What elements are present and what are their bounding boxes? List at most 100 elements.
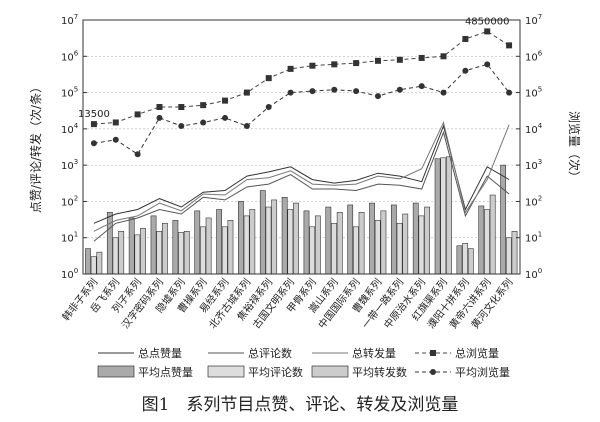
bar-6-0 bbox=[96, 251, 103, 275]
y-tick-label-left: 103 bbox=[61, 158, 78, 172]
point-7-6 bbox=[222, 114, 229, 121]
point-3-18 bbox=[484, 28, 491, 35]
bar-4-13 bbox=[369, 202, 375, 275]
y-tick-label-left: 105 bbox=[61, 86, 78, 100]
axes bbox=[82, 19, 521, 275]
bar-6-17 bbox=[467, 248, 474, 275]
bar-4-9 bbox=[281, 196, 288, 275]
category-label: 韩非子系列 bbox=[59, 276, 100, 323]
bar-5-8 bbox=[265, 206, 272, 275]
figure-caption: 图1 系列节目点赞、评论、转发及浏览量 bbox=[142, 395, 459, 415]
point-3-12 bbox=[353, 60, 360, 67]
bar-6-5 bbox=[205, 217, 212, 275]
y-tick-label-left: 104 bbox=[61, 122, 79, 136]
point-3-1 bbox=[112, 119, 119, 126]
point-3-9 bbox=[287, 65, 294, 72]
point-3-5 bbox=[200, 102, 207, 109]
legend-label: 总转发量 bbox=[352, 346, 396, 360]
series-line-1 bbox=[93, 130, 510, 242]
point-3-11 bbox=[331, 61, 338, 68]
point-3-10 bbox=[309, 62, 316, 69]
legend-label: 平均转发数 bbox=[352, 365, 407, 379]
bar-5-13 bbox=[374, 220, 381, 275]
y-tick-label-right: 103 bbox=[525, 158, 542, 172]
bar-5-14 bbox=[396, 222, 403, 275]
bar-6-13 bbox=[380, 210, 387, 275]
bar-6-8 bbox=[271, 199, 278, 275]
legend-marker bbox=[430, 369, 436, 375]
bar-6-12 bbox=[358, 212, 365, 275]
series-line-0 bbox=[93, 124, 510, 224]
point-3-14 bbox=[396, 56, 403, 63]
point-7-11 bbox=[331, 86, 338, 93]
y-tick-label-left: 107 bbox=[61, 13, 78, 27]
point-3-4 bbox=[178, 104, 185, 111]
bar-4-15 bbox=[412, 202, 419, 275]
bar-5-1 bbox=[112, 237, 119, 275]
y-tick-label-left: 102 bbox=[61, 194, 78, 208]
value-annotation: 13500 bbox=[78, 109, 110, 120]
point-3-7 bbox=[243, 89, 250, 96]
bar-6-9 bbox=[293, 202, 299, 275]
y-tick-label-right: 107 bbox=[525, 13, 542, 27]
point-7-18 bbox=[484, 61, 491, 68]
grid bbox=[83, 55, 520, 239]
point-7-2 bbox=[134, 151, 141, 158]
bar-6-2 bbox=[140, 228, 146, 275]
bar-5-15 bbox=[418, 215, 425, 275]
bar-4-19 bbox=[500, 164, 507, 275]
bar-6-18 bbox=[489, 194, 496, 275]
bar-4-2 bbox=[128, 217, 135, 275]
bar-4-16 bbox=[434, 158, 441, 275]
bar-5-7 bbox=[243, 215, 250, 275]
point-3-13 bbox=[374, 57, 381, 64]
point-7-19 bbox=[506, 89, 513, 96]
point-3-3 bbox=[156, 104, 163, 111]
bar-4-7 bbox=[238, 201, 244, 275]
bar-6-3 bbox=[162, 222, 168, 275]
point-3-6 bbox=[222, 97, 229, 104]
plot-frame bbox=[82, 19, 521, 275]
legend-label: 平均浏览量 bbox=[455, 365, 510, 379]
bar-6-16 bbox=[446, 156, 452, 275]
category-labels: 韩非子系列岳飞系列列子系列汉字密码系列隐墟系列曹操系列易经系列北齐古城系列焦裕禄… bbox=[59, 276, 515, 331]
bar-4-14 bbox=[391, 204, 397, 275]
y-tick-label-left: 100 bbox=[61, 267, 78, 281]
bar-6-10 bbox=[314, 215, 321, 275]
bar-6-7 bbox=[249, 209, 256, 275]
value-annotation: 4850000 bbox=[465, 16, 510, 27]
point-3-17 bbox=[462, 35, 469, 42]
legend-marker bbox=[430, 350, 436, 356]
point-3-19 bbox=[506, 42, 513, 49]
point-3-0 bbox=[90, 121, 97, 128]
legend-swatch bbox=[97, 365, 135, 378]
bar-5-3 bbox=[156, 231, 163, 275]
legend-label: 平均评论数 bbox=[248, 365, 303, 379]
point-7-17 bbox=[462, 67, 469, 74]
legend-swatch bbox=[207, 365, 245, 378]
point-7-1 bbox=[112, 136, 119, 143]
annotations: 13500 4850000 bbox=[78, 16, 509, 120]
bar-5-16 bbox=[440, 157, 447, 275]
point-7-3 bbox=[156, 114, 163, 121]
y-tick-label-right: 106 bbox=[525, 49, 543, 63]
point-3-15 bbox=[418, 54, 425, 61]
bar-6-15 bbox=[424, 206, 430, 275]
legend-label: 总浏览量 bbox=[455, 346, 499, 360]
y-tick-label-left: 106 bbox=[61, 49, 79, 63]
y-axis-right-title: 浏览量（次） bbox=[567, 111, 582, 183]
point-7-14 bbox=[396, 86, 403, 93]
bar-5-0 bbox=[90, 256, 97, 275]
bar-6-11 bbox=[336, 212, 343, 275]
point-3-2 bbox=[134, 111, 141, 118]
bar-5-2 bbox=[134, 234, 141, 275]
bar-4-8 bbox=[259, 190, 266, 275]
bar-4-18 bbox=[478, 205, 485, 275]
point-7-0 bbox=[90, 140, 97, 147]
bar-4-5 bbox=[194, 210, 201, 275]
bar-4-1 bbox=[106, 212, 113, 275]
bar-6-6 bbox=[227, 220, 234, 275]
